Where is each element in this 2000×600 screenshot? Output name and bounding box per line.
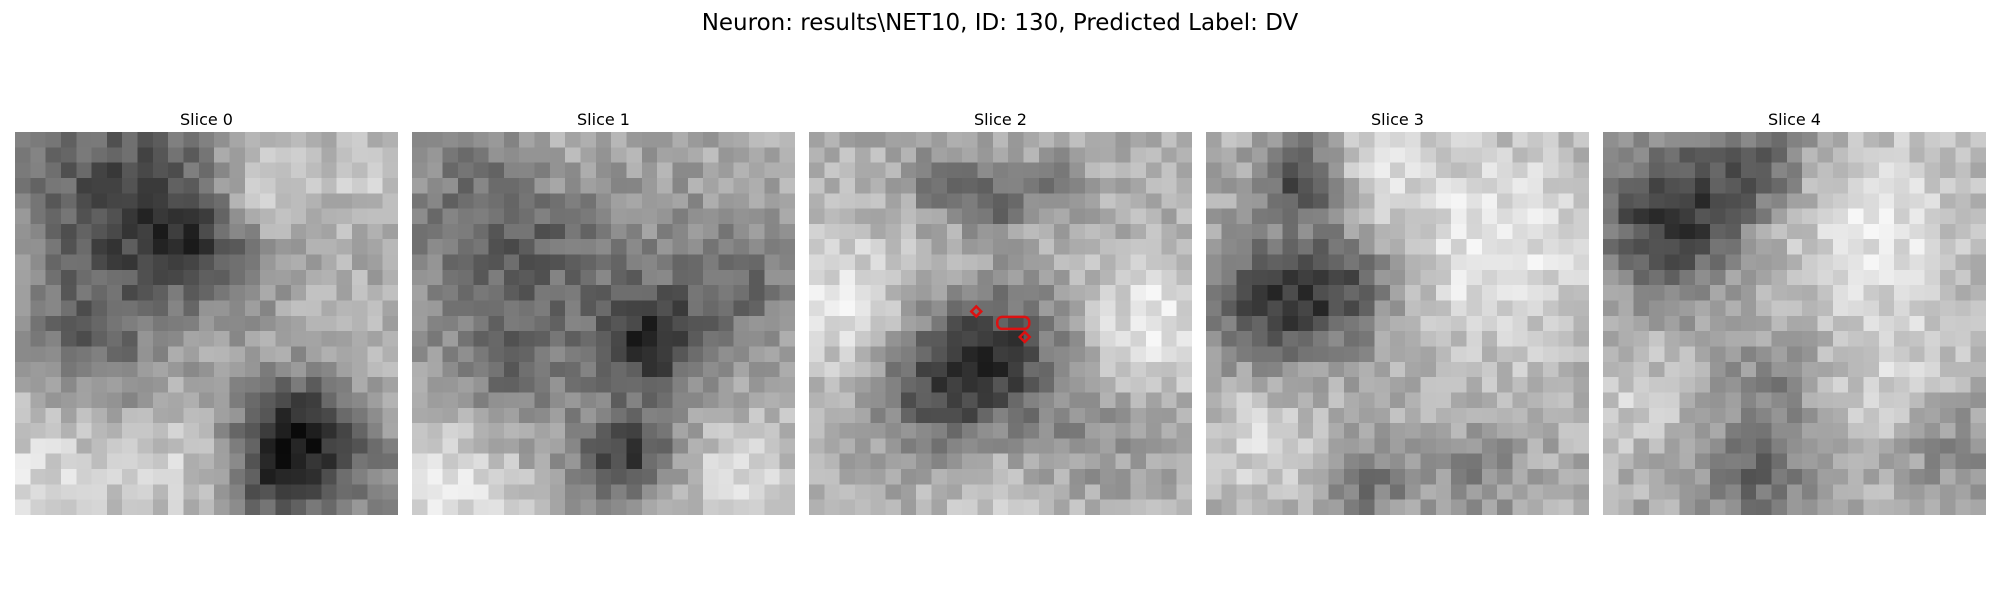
slice-panel-4: Slice 4	[1603, 108, 1986, 515]
slice-title: Slice 2	[974, 110, 1027, 129]
slice-image	[1603, 132, 1986, 515]
slice-image	[809, 132, 1192, 515]
slice-image	[412, 132, 795, 515]
slice-panel-3: Slice 3	[1206, 108, 1589, 515]
figure-title: Neuron: results\NET10, ID: 130, Predicte…	[701, 10, 1299, 36]
slice-title: Slice 0	[180, 110, 233, 129]
slice-panel-1: Slice 1	[412, 108, 795, 515]
slice-panel-2: Slice 2	[809, 108, 1192, 515]
slice-panel-0: Slice 0	[15, 108, 398, 515]
slice-title: Slice 3	[1371, 110, 1424, 129]
slice-title: Slice 4	[1768, 110, 1821, 129]
slice-image	[1206, 132, 1589, 515]
slice-image	[15, 132, 398, 515]
slice-title: Slice 1	[577, 110, 630, 129]
